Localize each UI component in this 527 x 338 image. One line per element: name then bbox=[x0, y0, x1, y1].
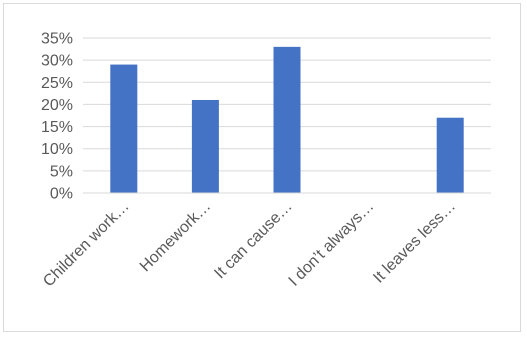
chart-frame bbox=[3, 3, 521, 332]
category-label: Children work… bbox=[40, 198, 132, 290]
y-tick-label: 25% bbox=[41, 75, 73, 92]
bar bbox=[191, 100, 219, 193]
bar bbox=[110, 64, 138, 193]
category-label: It can cause… bbox=[211, 198, 295, 282]
category-labels: Children work… Homework…It can cause…I do… bbox=[40, 198, 459, 290]
y-tick-label: 20% bbox=[41, 97, 73, 114]
y-tick-label: 35% bbox=[41, 31, 73, 48]
y-tick-label: 5% bbox=[50, 163, 73, 180]
category-label: It leaves less… bbox=[370, 198, 459, 287]
bars bbox=[110, 46, 464, 193]
y-tick-label: 30% bbox=[41, 53, 73, 70]
y-tick-labels: 0% 5% 10% 15% 20% 25% 30% 35% bbox=[41, 31, 73, 203]
category-label: Homework… bbox=[137, 198, 214, 275]
y-tick-label: 0% bbox=[50, 186, 73, 203]
y-tick-label: 15% bbox=[41, 119, 73, 136]
category-label: I don’t always… bbox=[286, 198, 378, 290]
bar bbox=[273, 46, 301, 193]
bar bbox=[436, 117, 464, 193]
y-tick-label: 10% bbox=[41, 141, 73, 158]
